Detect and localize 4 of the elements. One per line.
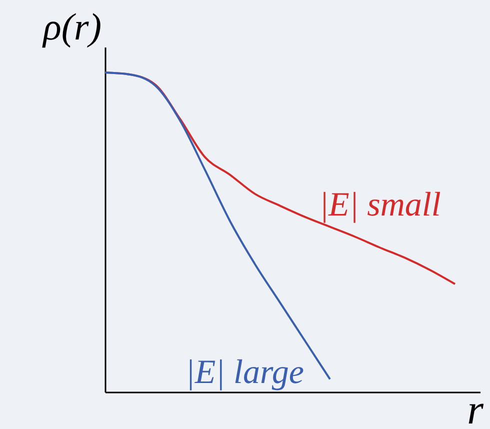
x-axis-title: r (467, 388, 484, 429)
series-label: |E| small (319, 186, 441, 224)
y-axis-title: ρ(r) (42, 6, 102, 48)
series-label: |E| large (186, 354, 304, 392)
